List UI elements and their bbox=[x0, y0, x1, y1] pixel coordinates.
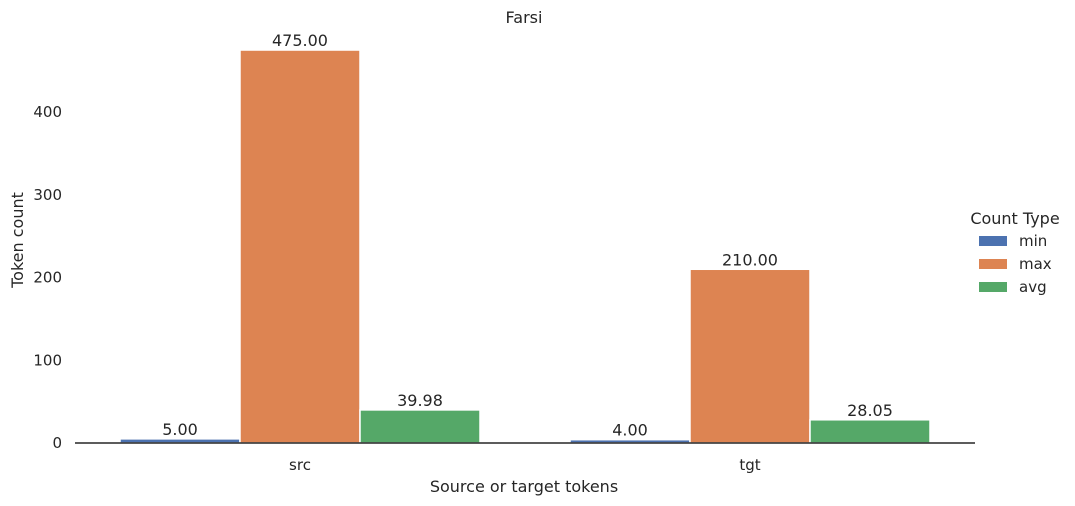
x-axis-label: Source or target tokens bbox=[430, 477, 618, 496]
data-label-min-tgt: 4.00 bbox=[612, 421, 648, 440]
y-tick-label: 0 bbox=[52, 434, 62, 452]
x-tick-label-src: src bbox=[289, 456, 311, 474]
bar-max-src bbox=[239, 49, 361, 444]
y-tick-label: 200 bbox=[33, 269, 62, 287]
legend-label-max: max bbox=[1019, 255, 1052, 273]
data-label-avg-tgt: 28.05 bbox=[847, 401, 893, 420]
data-label-max-tgt: 210.00 bbox=[722, 250, 778, 269]
bar-avg-tgt bbox=[809, 419, 931, 444]
data-label-avg-src: 39.98 bbox=[397, 391, 443, 410]
y-tick-label: 300 bbox=[33, 186, 62, 204]
legend-label-min: min bbox=[1019, 232, 1047, 250]
bars-group bbox=[119, 49, 931, 444]
chart-title: Farsi bbox=[506, 8, 543, 27]
data-labels-group: 5.00 475.00 39.98 4.00 210.00 28.05 bbox=[162, 31, 893, 440]
y-tick-labels: 0 100 200 300 400 bbox=[33, 103, 62, 452]
legend-swatch-avg bbox=[979, 282, 1007, 292]
y-axis-label: Token count bbox=[8, 192, 27, 289]
data-label-min-src: 5.00 bbox=[162, 420, 198, 439]
legend-swatch-min bbox=[979, 236, 1007, 246]
data-label-max-src: 475.00 bbox=[272, 31, 328, 50]
bar-avg-src bbox=[359, 409, 481, 444]
bar-max-tgt bbox=[689, 268, 811, 444]
x-tick-label-tgt: tgt bbox=[739, 456, 760, 474]
legend-swatch-max bbox=[979, 259, 1007, 269]
y-tick-label: 100 bbox=[33, 351, 62, 369]
legend-title: Count Type bbox=[970, 209, 1059, 228]
y-tick-label: 400 bbox=[33, 103, 62, 121]
legend-label-avg: avg bbox=[1019, 278, 1047, 296]
legend: Count Type min max avg bbox=[970, 209, 1059, 296]
x-tick-labels: src tgt bbox=[289, 456, 761, 474]
